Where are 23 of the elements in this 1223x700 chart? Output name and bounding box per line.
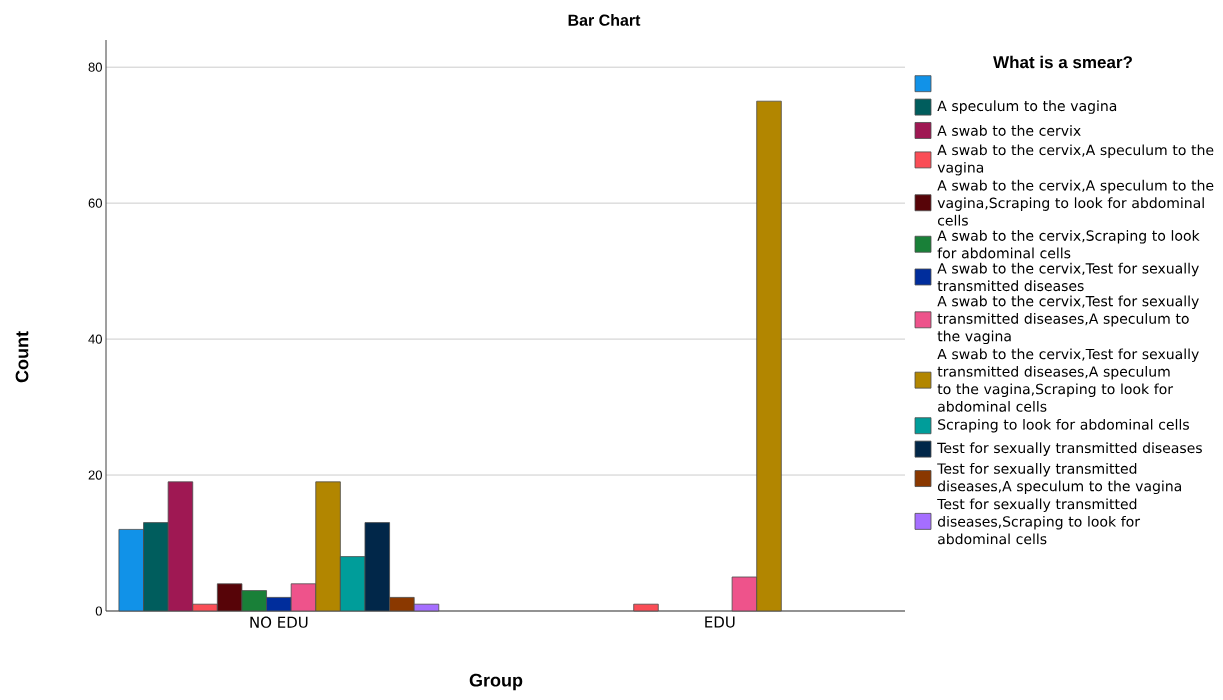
- y-tick-label: 60: [88, 198, 102, 208]
- legend-label: A swab to the cervix,Scraping to look for abdominal cells: [937, 230, 1200, 259]
- legend-label: Test for sexually transmitted diseases: [937, 442, 1202, 456]
- y-tick-label: 80: [88, 62, 102, 72]
- legend-title: What is a smear?: [993, 55, 1132, 69]
- y-tick-label: 20: [88, 470, 102, 480]
- y-tick-label: 0: [95, 606, 102, 616]
- x-axis-title: Group: [469, 673, 523, 691]
- y-tick-label: 40: [88, 334, 102, 344]
- legend-label: Scraping to look for abdominal cells: [938, 418, 1189, 433]
- legend-label: Test for sexually transmitted diseases,Scraping to look for abdominal cells: [937, 498, 1141, 545]
- legend-label: A swab to the cervix,Test for sexually transmitted diseases,A speculum to the vagina,Scraping to look for abdominal cells: [937, 348, 1199, 412]
- chart-title: Bar Chart: [568, 14, 641, 26]
- legend-label: A speculum to the vagina: [937, 100, 1117, 114]
- y-axis-title: Count: [15, 331, 29, 383]
- x-tick-label: EDU: [705, 616, 735, 628]
- legend-label: A swab to the cervix: [937, 125, 1081, 136]
- legend-label: A swab to the cervix,A speculum to the vagina,Scraping to look for abdominal cells: [937, 179, 1214, 226]
- legend-label: A swab to the cervix,Test for sexually transmitted diseases: [937, 262, 1199, 292]
- x-tick-label: NO EDU: [250, 616, 308, 628]
- legend-label: Test for sexually transmitted diseases,A speculum to the vagina: [937, 463, 1181, 495]
- legend-label: A swab to the cervix,A speculum to the vagina: [937, 144, 1214, 176]
- legend-label: A swab to the cervix,Test for sexually transmitted diseases,A speculum to the vagina: [937, 295, 1199, 345]
